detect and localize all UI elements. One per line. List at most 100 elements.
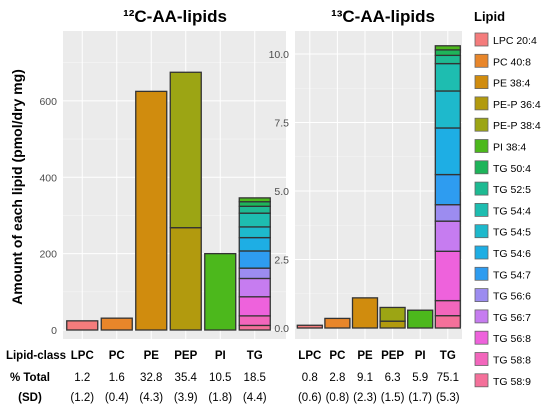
plot-background: [295, 31, 462, 339]
legend-label: PI 38:4: [493, 142, 526, 154]
bar-segment-pc-40-8: [100, 317, 133, 331]
bar-segment-pe-p-36-4: [379, 320, 406, 329]
bar-segment-tg-56-8: [434, 250, 461, 302]
bar-segment-tg-54-4: [434, 62, 461, 92]
bar-segment-tg-54-6: [238, 236, 271, 252]
sd-value: (1.8): [208, 392, 232, 404]
pct-total-value: 35.4: [175, 372, 198, 384]
sd-value: (1.7): [408, 392, 432, 404]
bar-segment-pe-38-4: [135, 90, 168, 331]
chart-panel-12c: 0 200 400 600 ¹²C-AA-lipids LPC 1.2 (1.2) PC 1.6 (…: [39, 7, 286, 404]
legend-swatch: [474, 75, 489, 89]
pct-total-value: 32.8: [140, 372, 162, 384]
category-label: LPC: [298, 350, 321, 362]
legend-label: PC 40:8: [493, 56, 531, 68]
legend-title: Lipid: [474, 9, 505, 24]
sd-value: (5.3): [436, 392, 460, 404]
y-tick-label: 5.0: [274, 186, 289, 198]
legend-label: TG 54:7: [493, 269, 531, 281]
category-label: PEP: [381, 350, 404, 362]
bar-segment-lpc-20-4: [66, 320, 99, 331]
bar-segment-pi-38-4: [238, 197, 271, 203]
legend-swatch: [474, 160, 489, 175]
row-label-pct-total: % Total: [10, 372, 50, 384]
bar-segment-tg-56-7: [238, 277, 271, 298]
legend-label: LPC 20:4: [493, 35, 537, 47]
legend: Lipid LPC 20:4 PC 40:8 PE 38:4 PE-P 36:4 PE-…: [474, 9, 541, 388]
bar-segment-pc-40-8: [324, 317, 351, 329]
bar-segment-tg-56-7: [434, 220, 461, 252]
row-label-lipid-class: Lipid-class: [6, 350, 66, 362]
legend-label: TG 56:7: [493, 312, 531, 324]
category-label: PC: [329, 350, 345, 362]
legend-swatch: [474, 224, 489, 239]
legend-swatch: [474, 96, 489, 111]
legend-label: TG 54:5: [493, 227, 531, 239]
legend-swatch: [474, 330, 489, 345]
sd-value: (1.5): [381, 392, 405, 404]
bar-segment-tg-58-9: [434, 315, 461, 329]
sd-value: (3.9): [174, 392, 198, 404]
pct-total-value: 10.5: [209, 372, 231, 384]
bar-segment-pi-38-4: [434, 45, 461, 51]
y-tick-label: 2.5: [274, 255, 289, 267]
legend-swatch: [474, 352, 489, 366]
pct-total-value: 1.2: [74, 372, 90, 384]
bar-segment-tg-56-6: [238, 267, 271, 280]
category-label: PE: [357, 350, 373, 362]
bar-segment-tg-58-9: [238, 324, 271, 331]
sd-value: (0.6): [298, 392, 322, 404]
legend-swatch: [474, 117, 489, 132]
legend-swatch: [474, 139, 489, 153]
bar-segment-pe-38-4: [351, 297, 379, 329]
sd-value: (0.8): [326, 392, 350, 404]
pct-total-value: 5.9: [412, 372, 428, 384]
pct-total-value: 2.8: [329, 372, 345, 384]
y-tick-label: 10.0: [269, 49, 290, 61]
bar-segment-tg-50-4: [238, 201, 271, 207]
bar-segment-tg-56-6: [434, 204, 461, 222]
legend-swatch: [474, 181, 489, 196]
category-label: PI: [215, 350, 226, 362]
y-tick-label: 7.5: [274, 118, 289, 130]
legend-label: TG 56:6: [493, 291, 531, 303]
sd-value: (2.3): [353, 392, 377, 404]
legend-swatch: [474, 288, 489, 303]
bar-segment-pe-p-38-4: [169, 71, 202, 229]
y-tick-label: 600: [39, 96, 57, 108]
category-label: TG: [247, 350, 263, 362]
pct-total-value: 6.3: [385, 372, 401, 384]
y-axis-label: Amount of each lipid (pmol/dry mg): [9, 69, 25, 305]
bar-segment-pi-38-4: [407, 309, 434, 329]
bar-segment-tg-54-5: [434, 90, 461, 129]
bar-segment-lpc-20-4: [296, 324, 323, 329]
bar-segment-tg-54-7: [238, 250, 271, 269]
legend-label: TG 52:5: [493, 184, 531, 196]
bar-segment-tg-58-8: [434, 299, 461, 317]
chart-panel-13c: 0.0 2.5 5.0 7.5 10.0 ¹³C-AA-lipids LPC 0.8 (0.6)…: [269, 7, 462, 404]
y-tick-label: 200: [39, 249, 57, 261]
category-label: LPC: [71, 350, 94, 362]
bar-segment-tg-54-7: [434, 173, 461, 206]
bar-segment-tg-56-8: [238, 296, 271, 317]
pct-total-value: 0.8: [302, 372, 318, 384]
pct-total-value: 9.1: [357, 372, 373, 384]
legend-swatch: [474, 202, 489, 217]
legend-swatch: [474, 266, 489, 281]
legend-label: TG 58:8: [493, 355, 531, 367]
bar-segment-tg-58-8: [238, 315, 271, 327]
sd-value: (4.4): [243, 392, 267, 404]
bar-segment-tg-54-6: [434, 127, 461, 176]
legend-swatch: [474, 373, 489, 388]
sd-value: (1.2): [70, 392, 94, 404]
legend-swatch: [474, 245, 489, 260]
category-label: TG: [440, 350, 456, 362]
category-label: PE: [144, 350, 160, 362]
bar-segment-tg-54-5: [238, 226, 271, 239]
row-label-sd: (SD): [18, 392, 42, 404]
chart-title: ¹²C-AA-lipids: [123, 7, 227, 26]
legend-swatch: [474, 32, 489, 47]
category-label: PC: [109, 350, 125, 362]
bar-segment-pe-p-36-4: [169, 227, 202, 331]
